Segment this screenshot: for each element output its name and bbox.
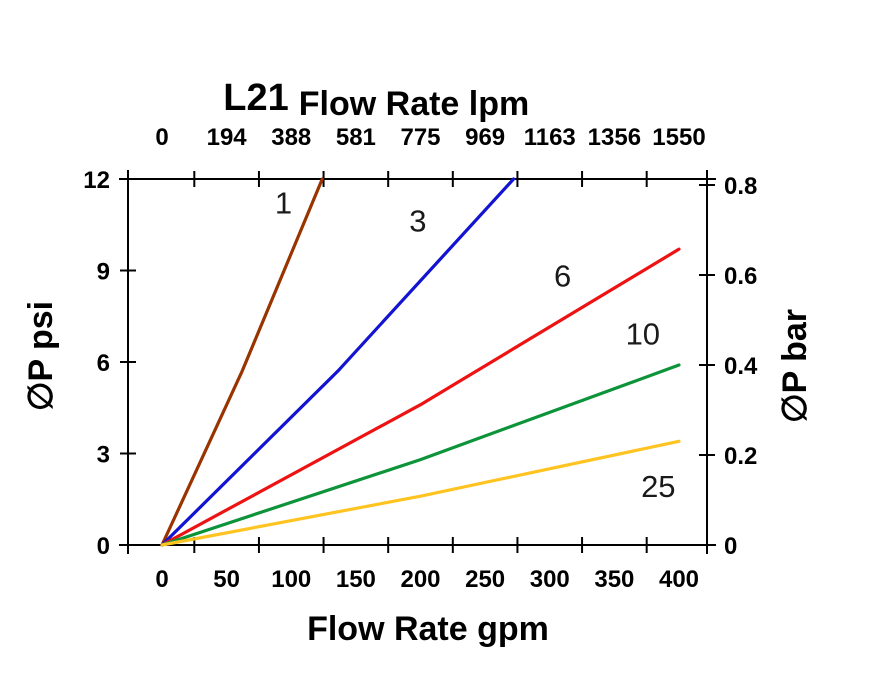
series-label-25: 25 bbox=[641, 469, 675, 504]
series-label-10: 10 bbox=[626, 317, 660, 352]
top-tick-label: 1550 bbox=[652, 124, 705, 151]
top-tick-label: 1356 bbox=[588, 124, 641, 151]
bottom-tick-label: 200 bbox=[400, 566, 440, 593]
left-tick-label: 0 bbox=[97, 533, 110, 560]
top-tick-label: 581 bbox=[336, 124, 376, 151]
bottom-tick-label: 100 bbox=[271, 566, 311, 593]
right-tick-label: 0.4 bbox=[724, 353, 758, 380]
right-tick-label: 0.8 bbox=[724, 173, 757, 200]
series-labels: 1 3 6 10 25 bbox=[275, 185, 676, 504]
chart-title: L21 bbox=[223, 77, 288, 119]
series-line-3 bbox=[160, 177, 516, 547]
right-tick-label: 0.6 bbox=[724, 263, 757, 290]
bottom-tick-label: 350 bbox=[594, 566, 634, 593]
series-line-1 bbox=[160, 177, 324, 547]
top-tick-label: 969 bbox=[465, 124, 505, 151]
bottom-tick-label: 300 bbox=[530, 566, 570, 593]
top-axis-label: Flow Rate lpm bbox=[299, 85, 529, 123]
bottom-tick-label: 50 bbox=[213, 566, 240, 593]
right-tick-label: 0.2 bbox=[724, 443, 757, 470]
series-line-6 bbox=[160, 247, 681, 547]
bottom-tick-label: 0 bbox=[155, 566, 168, 593]
right-axis-label: ∅P bar bbox=[776, 309, 814, 423]
right-tick-label: 0 bbox=[724, 533, 737, 560]
series-label-6: 6 bbox=[554, 259, 571, 294]
left-tick-label: 6 bbox=[97, 350, 110, 377]
series-line-10 bbox=[160, 363, 681, 547]
left-tick-label: 12 bbox=[83, 167, 110, 194]
top-tick-label: 0 bbox=[155, 124, 168, 151]
bottom-tick-label: 250 bbox=[465, 566, 505, 593]
series-line-25 bbox=[160, 439, 681, 547]
left-axis-label: ∅P psi bbox=[22, 301, 60, 411]
series-label-3: 3 bbox=[409, 204, 426, 239]
left-tick-label: 3 bbox=[97, 442, 110, 469]
top-tick-label: 194 bbox=[207, 124, 248, 151]
series-lines bbox=[160, 177, 681, 547]
series-label-1: 1 bbox=[275, 185, 292, 220]
left-tick-label: 9 bbox=[97, 259, 110, 286]
bottom-axis-label: Flow Rate gpm bbox=[307, 610, 549, 648]
bottom-tick-label: 150 bbox=[336, 566, 376, 593]
top-tick-label: 775 bbox=[400, 124, 440, 151]
top-tick-label: 388 bbox=[271, 124, 311, 151]
top-tick-label: 1163 bbox=[524, 124, 576, 151]
bottom-tick-label: 400 bbox=[659, 566, 699, 593]
